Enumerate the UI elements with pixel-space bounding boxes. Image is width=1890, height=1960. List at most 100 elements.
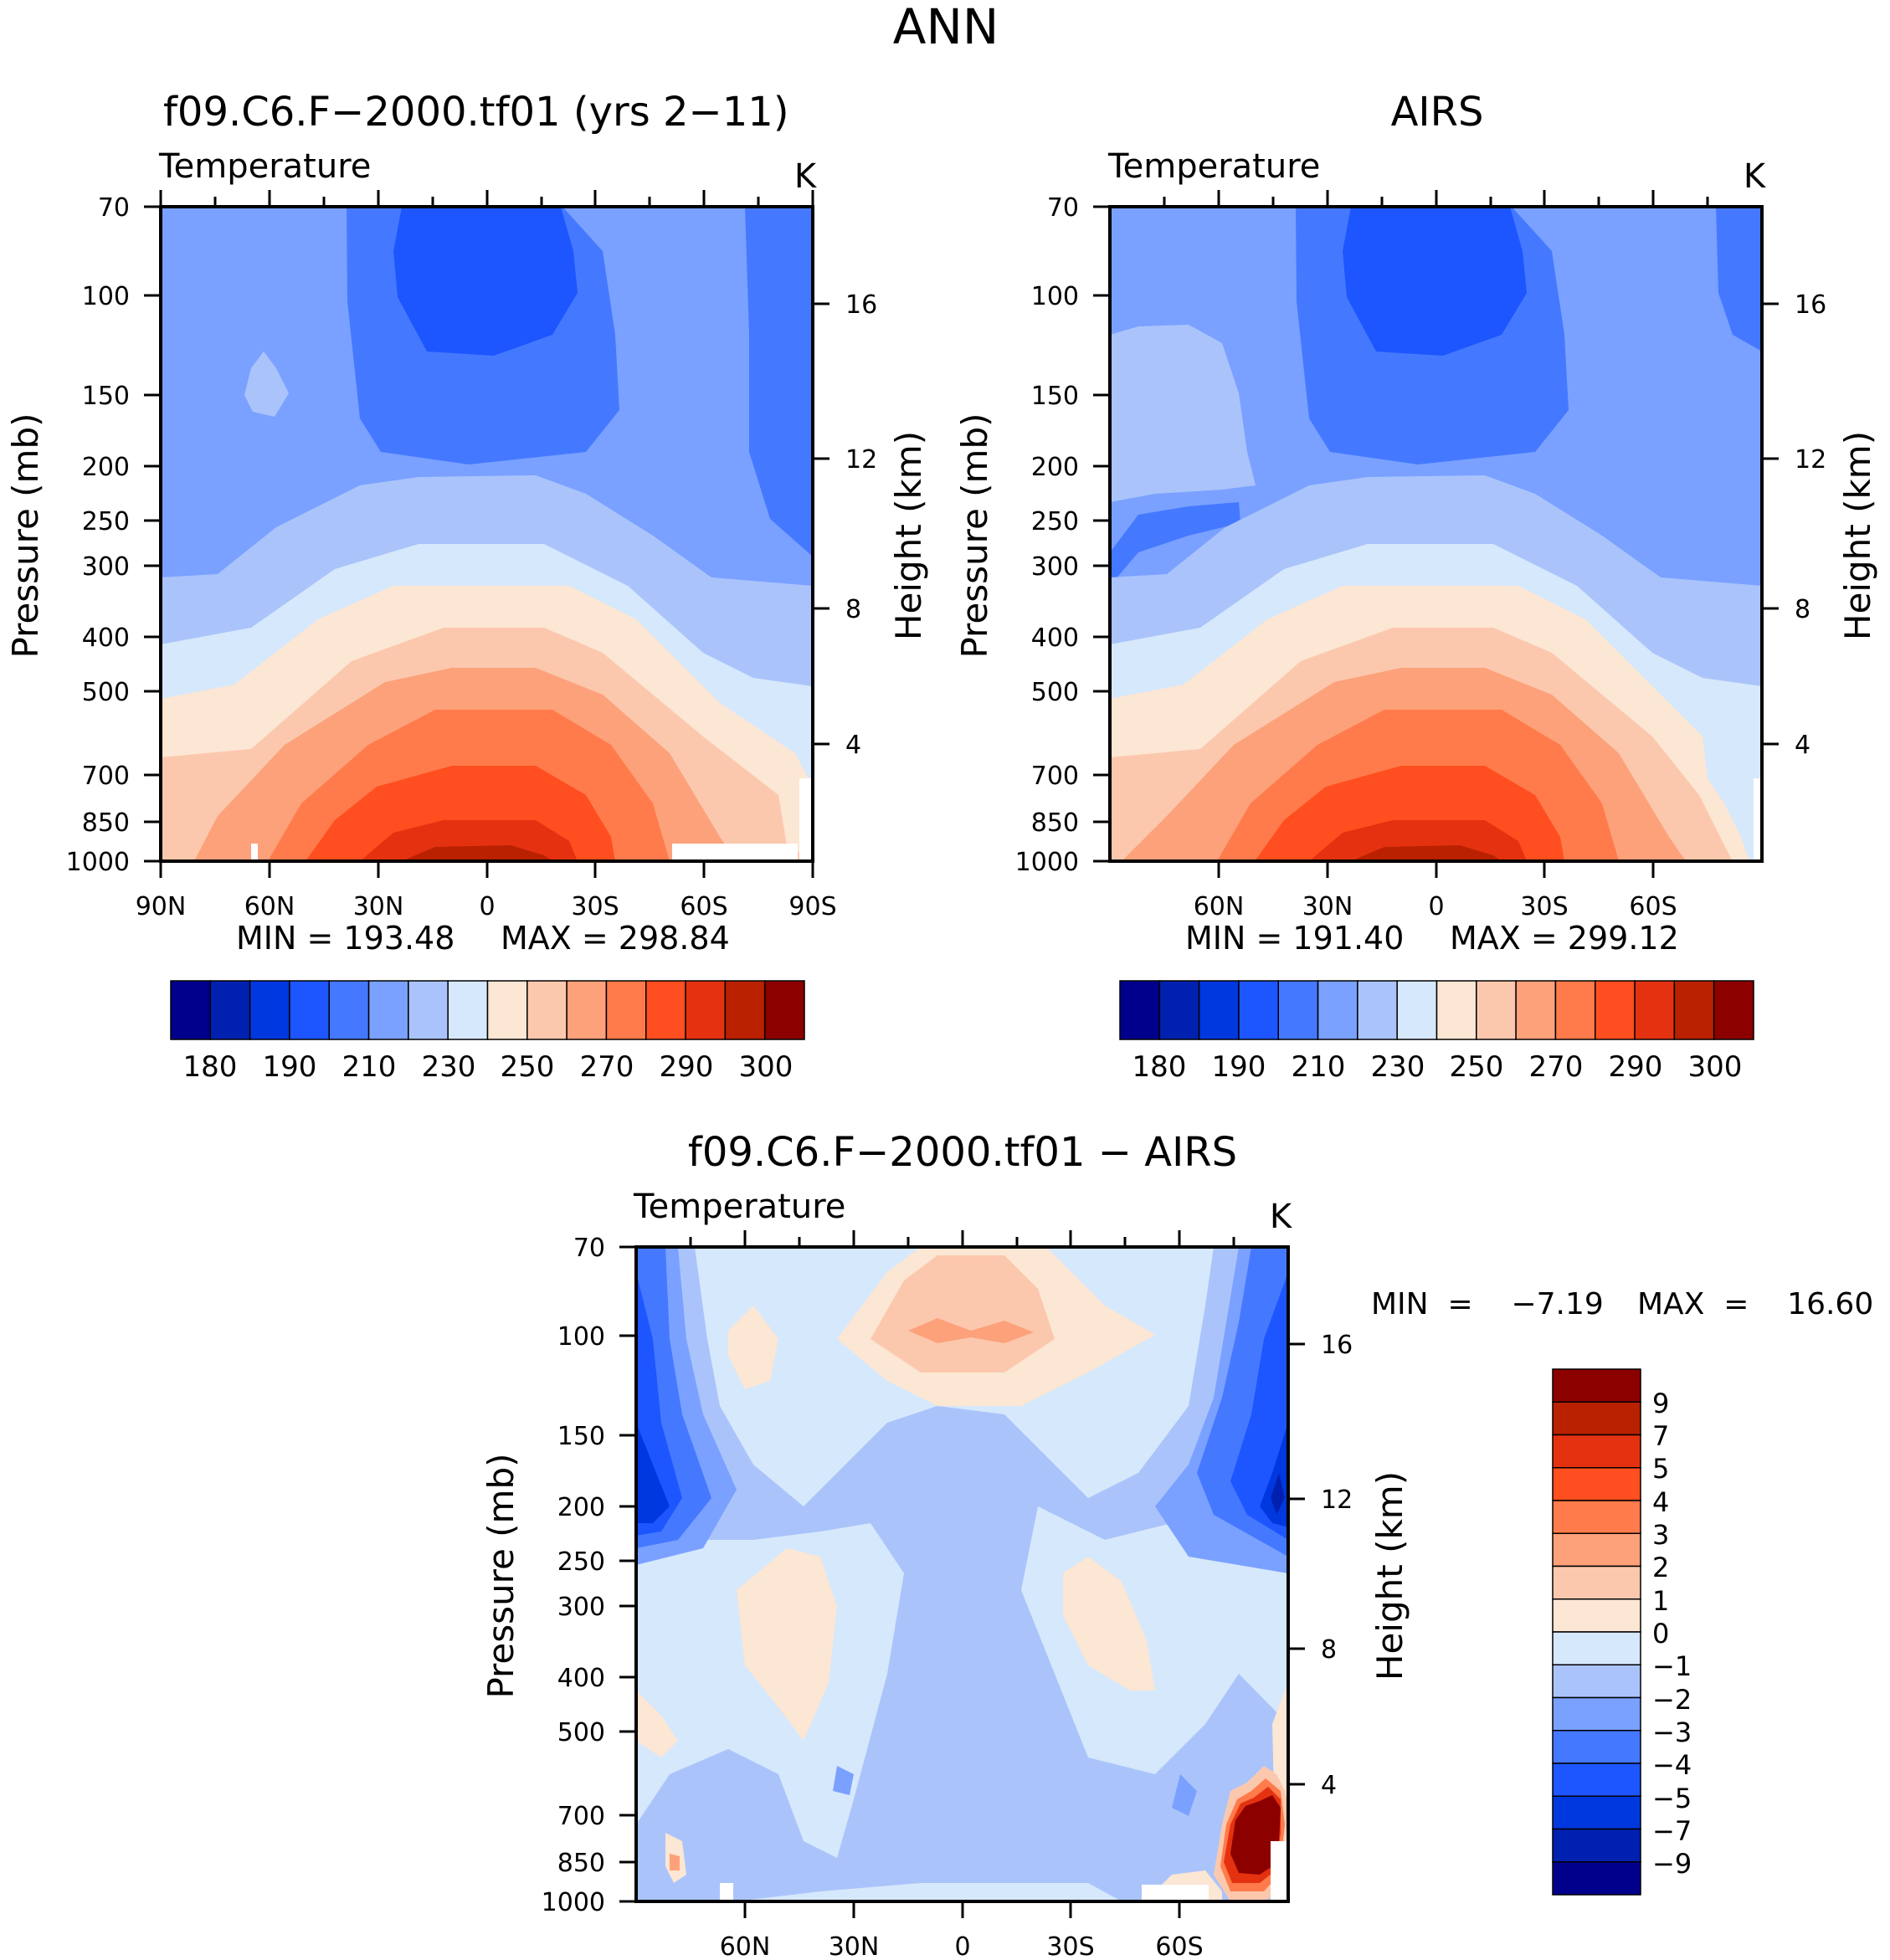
y2-axis-title: Height (km) [1837, 431, 1878, 640]
y-axis-ticks [1093, 205, 1779, 863]
y-tick-label: 150 [82, 382, 130, 411]
colorbar-swatch [1552, 1467, 1641, 1501]
y2-tick-label: 12 [1321, 1485, 1353, 1515]
y-tick-label: 1000 [66, 848, 130, 877]
contour-band-0-left-low [636, 1691, 678, 1757]
panel-title: AIRS [1391, 89, 1484, 136]
colorbar-swatch [1552, 1631, 1641, 1665]
contour-field [1110, 207, 1762, 861]
colorbar-swatch [1552, 1598, 1641, 1633]
figure-title: ANN [893, 0, 999, 55]
contour-band-240-patch [1708, 736, 1762, 803]
contour-band-210-patch [1110, 502, 1240, 586]
y-tick-label: 400 [557, 1664, 605, 1693]
colorbar-label: 190 [1212, 1050, 1266, 1084]
max-stat: MAX = 298.84 [501, 920, 730, 957]
x-tick-label: 30N [1302, 892, 1353, 921]
missing-surface [672, 844, 798, 861]
colorbar-swatch [1552, 1861, 1641, 1896]
y-tick-label: 200 [82, 453, 130, 482]
units-label: K [794, 157, 818, 196]
colorbar-label: 0 [1652, 1618, 1669, 1650]
x-tick-labels: 90N 60N 30N 0 30S 60S 90S [136, 892, 837, 921]
y-tick-label: 100 [1031, 282, 1079, 311]
y2-tick-label: 16 [845, 290, 877, 320]
colorbar-swatch [367, 980, 409, 1040]
colorbar-labels: 180 190 210 230 250 270 290 300 [183, 1050, 793, 1084]
y-axis-title: Pressure (mb) [954, 413, 995, 658]
colorbar-swatch [1552, 1664, 1641, 1699]
colorbar-swatch [685, 980, 727, 1040]
colorbar-label: 230 [1371, 1050, 1425, 1084]
x-axis-ticks [159, 190, 814, 878]
colorbar-label: 7 [1652, 1420, 1669, 1452]
colorbar-swatch [1476, 980, 1517, 1040]
min-stat: MIN = 193.48 [236, 920, 455, 957]
colorbar-label: 5 [1652, 1453, 1669, 1485]
x-tick-label: 0 [954, 1932, 970, 1960]
contour-band-warm-anomaly-9 [1230, 1795, 1281, 1875]
variable-label: Temperature [633, 1188, 845, 1226]
x-tick-label: 0 [479, 892, 495, 921]
colorbar-swatch [1554, 980, 1596, 1040]
colorbar-swatch [1552, 1500, 1641, 1534]
colorbar-label: 2 [1652, 1552, 1669, 1583]
y-tick-label: 250 [1031, 507, 1079, 536]
colorbar-label: −3 [1652, 1716, 1692, 1748]
max-stat: MAX = 299.12 [1450, 920, 1679, 957]
y-tick-label: 400 [1031, 623, 1079, 653]
x-tick-label: 30S [571, 892, 619, 921]
colorbar: 180 190 210 230 250 270 290 300 [1119, 980, 1754, 1084]
variable-label: Temperature [158, 147, 371, 186]
y-tick-label: 700 [82, 762, 130, 791]
y2-tick-label: 12 [1795, 445, 1826, 475]
y-tick-label: 200 [557, 1493, 605, 1522]
colorbar-label: 3 [1652, 1519, 1669, 1551]
colorbar-label: 9 [1652, 1388, 1669, 1419]
y-tick-label: 300 [557, 1593, 605, 1622]
y-tick-label: 100 [82, 282, 130, 311]
contour-band-230-patch [1110, 325, 1256, 502]
colorbar-label: −7 [1652, 1815, 1692, 1847]
y-tick-label: 200 [1031, 453, 1079, 482]
colorbar-swatch [1158, 980, 1200, 1040]
colorbar-swatch [1552, 1434, 1641, 1469]
colorbar-swatch [605, 980, 647, 1040]
colorbar-label: 180 [183, 1050, 238, 1084]
colorbar-label: 270 [580, 1050, 634, 1084]
panel-obs: AIRS Temperature K [954, 89, 1878, 1084]
y-tick-label: 850 [82, 808, 130, 838]
colorbar-swatch [763, 980, 805, 1040]
contour-band-0-right-mid [1063, 1557, 1155, 1691]
contour-band-200 [393, 207, 578, 356]
colorbar-label: 300 [739, 1050, 793, 1084]
colorbar-label: 230 [422, 1050, 476, 1084]
colorbar-swatch [1396, 980, 1438, 1040]
colorbar-label: −4 [1652, 1749, 1692, 1781]
panel-model: f09.C6.F−2000.tf01 (yrs 2−11) Temperatur… [5, 89, 929, 1084]
x-tick-label: 30S [1046, 1932, 1094, 1960]
y2-tick-label: 16 [1321, 1331, 1353, 1360]
x-tick-label: 60S [680, 892, 727, 921]
colorbar-swatch [328, 980, 370, 1040]
colorbar-swatch [1317, 980, 1358, 1040]
colorbar-label: 270 [1529, 1050, 1584, 1084]
colorbar-swatch [1238, 980, 1279, 1040]
colorbar-swatch [1357, 980, 1398, 1040]
colorbar: 9 7 5 4 3 2 1 0 −1 −2 −3 −4 −5 −7 −9 [1552, 1368, 1692, 1896]
y-tick-label: 700 [557, 1802, 605, 1831]
y2-tick-labels: 16 12 8 4 [1795, 290, 1826, 760]
x-tick-label: 90S [788, 892, 836, 921]
contour-band-300 [1351, 845, 1502, 861]
colorbar-swatch [447, 980, 489, 1040]
min-stat: MIN = 191.40 [1185, 920, 1404, 957]
colorbar-swatch [1552, 1565, 1641, 1600]
y-tick-label: 70 [98, 193, 130, 223]
y-tick-labels: 70 100 150 200 250 300 400 500 700 850 1… [542, 1234, 605, 1917]
y-tick-label: 150 [557, 1422, 605, 1451]
colorbar-swatch [1552, 1401, 1641, 1436]
missing-surface [1754, 778, 1762, 861]
x-tick-label: 60N [720, 1932, 771, 1960]
colorbar-label: 210 [342, 1050, 397, 1084]
contour-band-0-left-upper [728, 1306, 778, 1389]
